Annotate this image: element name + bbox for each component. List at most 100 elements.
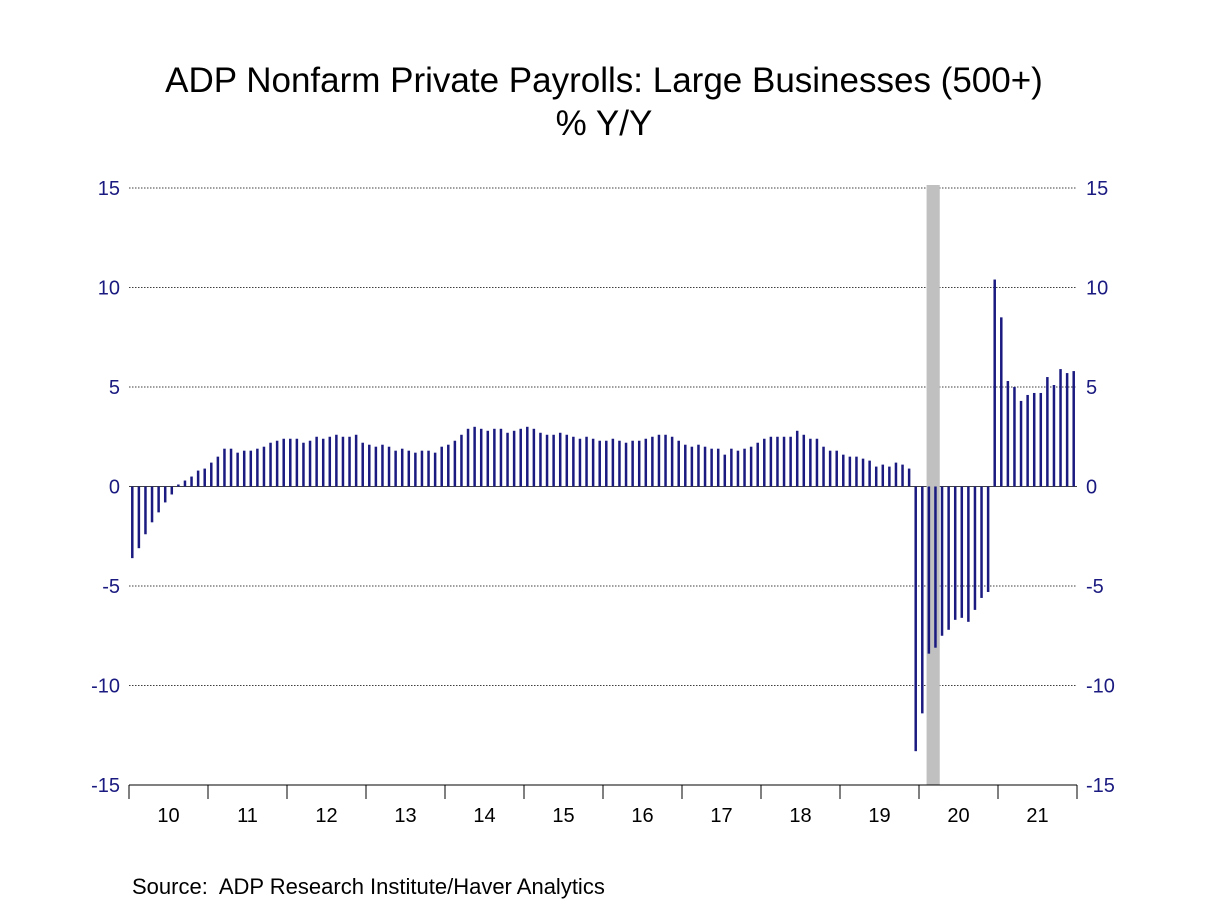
bar [743, 448, 746, 487]
bar [710, 448, 713, 487]
bar [236, 452, 239, 487]
x-tick-label: 10 [157, 805, 179, 827]
gridlines [129, 187, 1077, 686]
bar [677, 440, 680, 487]
bar [539, 432, 542, 487]
y-tick-label-left: 10 [98, 278, 120, 300]
bar [177, 484, 180, 487]
y-tick-label-left: 15 [98, 178, 120, 200]
bar [637, 440, 641, 487]
bar [387, 446, 391, 487]
bar [256, 448, 259, 487]
x-tick-label: 18 [789, 805, 811, 827]
bar [1006, 381, 1010, 487]
x-tick-label: 15 [552, 805, 574, 827]
bar [1046, 377, 1049, 487]
bar [282, 438, 285, 487]
bar [631, 440, 634, 487]
bar [861, 458, 865, 487]
bar [605, 440, 608, 487]
y-tick-label-right: -10 [1086, 676, 1115, 698]
bar [684, 444, 687, 487]
bar [479, 428, 483, 487]
bar [242, 450, 246, 487]
bar [183, 480, 187, 487]
bar [618, 440, 621, 487]
bar [769, 436, 773, 487]
bar [447, 444, 450, 487]
y-tick-label-left: -5 [102, 576, 120, 598]
bar [414, 452, 417, 487]
bar [776, 436, 779, 487]
bar [407, 450, 411, 487]
bar [144, 486, 147, 535]
bar [157, 486, 160, 513]
bar [960, 486, 964, 618]
chart-title: ADP Nonfarm Private Payrolls: Large Busi… [165, 61, 1043, 100]
bar [980, 486, 983, 598]
bar [822, 446, 825, 487]
bar [703, 446, 707, 487]
bar [473, 426, 476, 487]
bar [532, 428, 536, 487]
y-tick-label-right: 15 [1086, 178, 1108, 200]
x-tick-label: 17 [710, 805, 732, 827]
bar [354, 434, 358, 487]
bar [1059, 369, 1062, 487]
bar [1000, 317, 1003, 487]
bar [901, 464, 904, 487]
y-tick-label-left: 5 [109, 377, 120, 399]
bar [216, 456, 220, 487]
bar [335, 434, 338, 487]
bar [552, 434, 555, 487]
bar [888, 466, 891, 487]
x-tick-label: 12 [315, 805, 337, 827]
bar [572, 436, 575, 487]
recession-band [926, 185, 940, 785]
bar [1019, 400, 1023, 487]
bar [137, 486, 141, 549]
bar [591, 438, 595, 487]
bar [328, 436, 332, 487]
bar [855, 456, 858, 487]
bar [697, 444, 700, 487]
bar [348, 436, 351, 487]
bar [526, 426, 529, 487]
bar [868, 460, 871, 487]
x-tick-label: 20 [947, 805, 969, 827]
bar [848, 456, 852, 487]
y-axis-left: 15 10 5 0 -5 -10 -15 [91, 178, 120, 797]
bar [558, 432, 562, 487]
bar [506, 432, 509, 487]
bar [874, 466, 878, 487]
bar [670, 436, 674, 487]
bar [131, 486, 134, 559]
bar [565, 434, 569, 487]
bar [953, 486, 957, 620]
bar [881, 464, 885, 487]
bar [664, 434, 667, 487]
bar [302, 442, 305, 487]
bar [598, 440, 601, 487]
x-tick-label: 19 [868, 805, 890, 827]
chart-subtitle: % Y/Y [556, 104, 653, 143]
bars [131, 279, 1075, 752]
bar [493, 428, 496, 487]
bar [578, 438, 582, 487]
axes [128, 784, 1078, 799]
bar [203, 468, 206, 487]
bar [368, 444, 371, 487]
bar [190, 476, 193, 487]
y-tick-label-right: 10 [1086, 278, 1108, 300]
bar [433, 452, 437, 487]
bar [657, 434, 661, 487]
bar [828, 450, 832, 487]
y-tick-label-left: -15 [91, 775, 120, 797]
bar [782, 436, 786, 487]
bar [651, 436, 654, 487]
bar [1039, 392, 1043, 487]
bar [993, 279, 996, 487]
x-tick-label: 21 [1026, 805, 1048, 827]
bar [940, 486, 944, 636]
